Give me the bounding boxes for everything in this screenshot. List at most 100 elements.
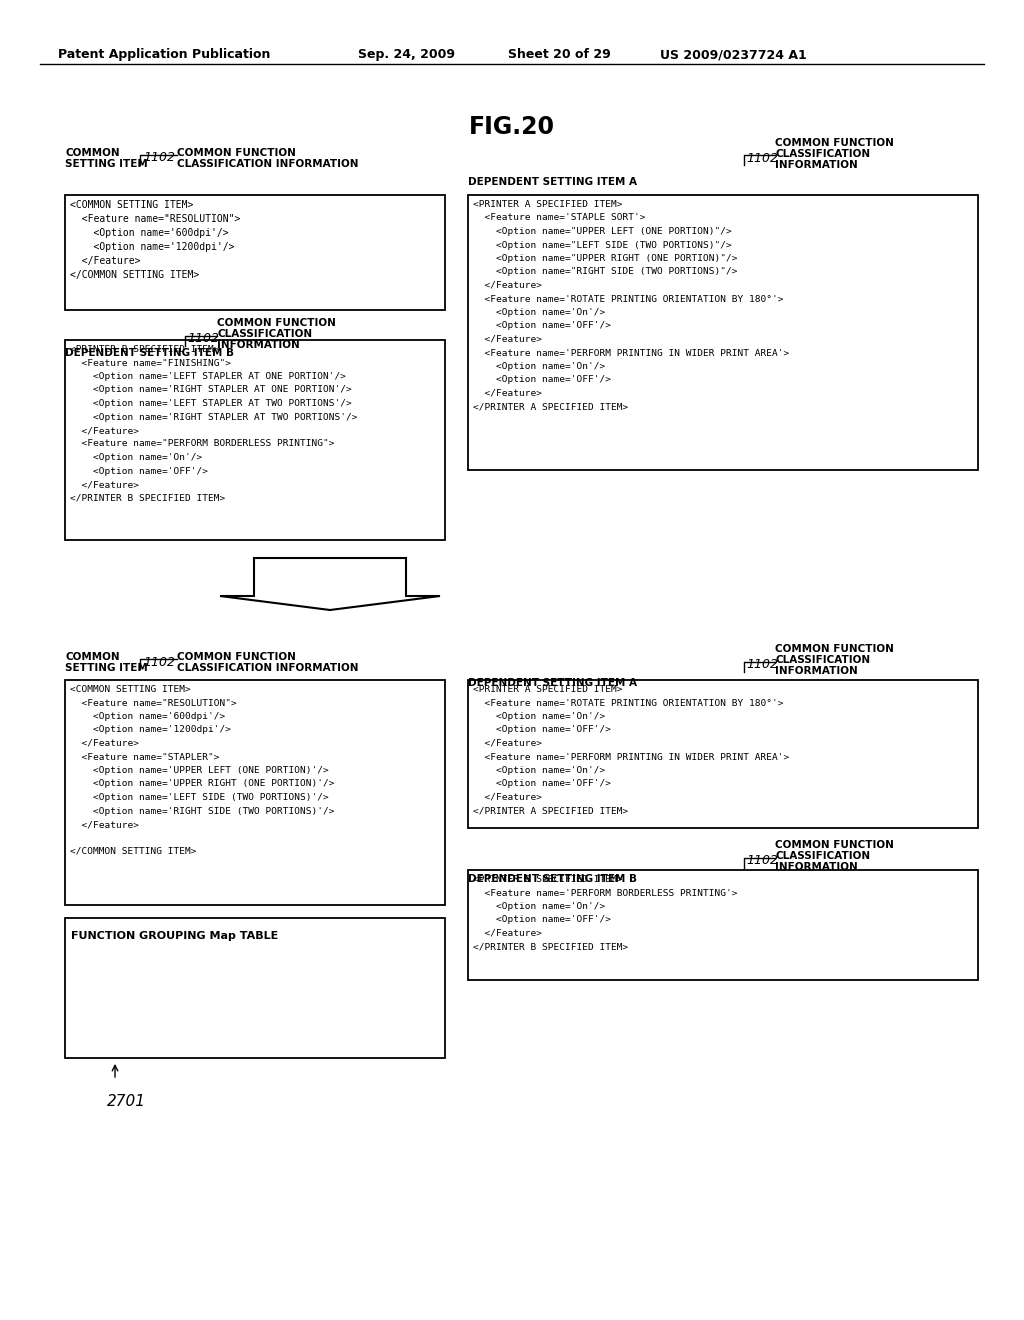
Text: <Feature name="PERFORM BORDERLESS PRINTING">: <Feature name="PERFORM BORDERLESS PRINTI…: [70, 440, 335, 449]
Text: <COMMON SETTING ITEM>: <COMMON SETTING ITEM>: [70, 201, 194, 210]
Text: 1102: 1102: [187, 333, 219, 345]
Text: FIG.20: FIG.20: [469, 115, 555, 139]
Bar: [468, 195, 978, 470]
Text: <Option name='1200dpi'/>: <Option name='1200dpi'/>: [70, 242, 234, 252]
Text: </COMMON SETTING ITEM>: </COMMON SETTING ITEM>: [70, 271, 200, 280]
Text: </PRINTER A SPECIFIED ITEM>: </PRINTER A SPECIFIED ITEM>: [473, 403, 629, 412]
Text: <Feature name="FINISHING">: <Feature name="FINISHING">: [70, 359, 231, 367]
Text: <Option name='On'/>: <Option name='On'/>: [473, 902, 605, 911]
Text: </Feature>: </Feature>: [70, 256, 140, 267]
Text: <Option name='On'/>: <Option name='On'/>: [473, 711, 605, 721]
Text: <Option name='LEFT STAPLER AT TWO PORTIONS'/>: <Option name='LEFT STAPLER AT TWO PORTIO…: [70, 399, 352, 408]
Text: <Feature name="RESOLUTION">: <Feature name="RESOLUTION">: [70, 698, 237, 708]
Text: COMMON FUNCTION: COMMON FUNCTION: [217, 318, 336, 327]
Text: <Option name='On'/>: <Option name='On'/>: [473, 308, 605, 317]
Text: <Option name="UPPER RIGHT (ONE PORTION)"/>: <Option name="UPPER RIGHT (ONE PORTION)"…: [473, 253, 737, 263]
Text: <PRINTER A SPECIFIED ITEM>: <PRINTER A SPECIFIED ITEM>: [473, 685, 623, 694]
Text: SETTING ITEM: SETTING ITEM: [65, 663, 147, 673]
Bar: [65, 680, 445, 906]
Text: <Option name="UPPER LEFT (ONE PORTION)"/>: <Option name="UPPER LEFT (ONE PORTION)"/…: [473, 227, 732, 236]
Text: US 2009/0237724 A1: US 2009/0237724 A1: [660, 48, 807, 61]
Text: COMMON: COMMON: [65, 652, 120, 663]
Text: INFORMATION: INFORMATION: [775, 160, 858, 170]
Text: CLASSIFICATION: CLASSIFICATION: [217, 329, 312, 339]
Text: <Option name='OFF'/>: <Option name='OFF'/>: [473, 726, 611, 734]
Text: </Feature>: </Feature>: [473, 739, 542, 748]
Text: <Option name='UPPER RIGHT (ONE PORTION)'/>: <Option name='UPPER RIGHT (ONE PORTION)'…: [70, 780, 335, 788]
Text: CLASSIFICATION INFORMATION: CLASSIFICATION INFORMATION: [177, 158, 358, 169]
Text: </PRINTER B SPECIFIED ITEM>: </PRINTER B SPECIFIED ITEM>: [70, 494, 225, 503]
Bar: [65, 195, 445, 310]
Text: CLASSIFICATION: CLASSIFICATION: [775, 149, 870, 158]
Text: <Option name='OFF'/>: <Option name='OFF'/>: [473, 780, 611, 788]
Text: <Option name="LEFT SIDE (TWO PORTIONS)"/>: <Option name="LEFT SIDE (TWO PORTIONS)"/…: [473, 240, 732, 249]
Text: <COMMON SETTING ITEM>: <COMMON SETTING ITEM>: [70, 685, 190, 694]
Text: DEPENDENT SETTING ITEM A: DEPENDENT SETTING ITEM A: [468, 177, 637, 187]
Text: <Feature name='STAPLE SORT'>: <Feature name='STAPLE SORT'>: [473, 214, 645, 223]
Bar: [65, 917, 445, 1059]
Text: 1102: 1102: [746, 657, 778, 671]
Text: </PRINTER B SPECIFIED ITEM>: </PRINTER B SPECIFIED ITEM>: [473, 942, 629, 952]
Text: </Feature>: </Feature>: [473, 929, 542, 939]
Text: <Option name='1200dpi'/>: <Option name='1200dpi'/>: [70, 726, 231, 734]
Text: <Feature name="STAPLER">: <Feature name="STAPLER">: [70, 752, 219, 762]
Text: Patent Application Publication: Patent Application Publication: [58, 48, 270, 61]
Text: <Option name='On'/>: <Option name='On'/>: [473, 362, 605, 371]
Text: <Option name="RIGHT SIDE (TWO PORTIONS)"/>: <Option name="RIGHT SIDE (TWO PORTIONS)"…: [473, 268, 737, 276]
Text: 1102: 1102: [746, 854, 778, 867]
Text: <PRINTER B SPECIFIED ITEM>: <PRINTER B SPECIFIED ITEM>: [70, 345, 219, 354]
Text: FUNCTION GROUPING Map TABLE: FUNCTION GROUPING Map TABLE: [71, 931, 279, 941]
Text: </PRINTER A SPECIFIED ITEM>: </PRINTER A SPECIFIED ITEM>: [473, 807, 629, 816]
Bar: [468, 680, 978, 828]
Text: <Option name='RIGHT SIDE (TWO PORTIONS)'/>: <Option name='RIGHT SIDE (TWO PORTIONS)'…: [70, 807, 335, 816]
Text: CLASSIFICATION INFORMATION: CLASSIFICATION INFORMATION: [177, 663, 358, 673]
Polygon shape: [220, 558, 440, 610]
Text: <Option name='On'/>: <Option name='On'/>: [473, 766, 605, 775]
Text: </Feature>: </Feature>: [70, 820, 139, 829]
Text: 1102: 1102: [746, 152, 778, 165]
Text: </Feature>: </Feature>: [473, 389, 542, 399]
Text: <Feature name="RESOLUTION">: <Feature name="RESOLUTION">: [70, 214, 241, 224]
Text: COMMON FUNCTION: COMMON FUNCTION: [775, 644, 894, 653]
Text: <Option name='OFF'/>: <Option name='OFF'/>: [473, 375, 611, 384]
Text: DEPENDENT SETTING ITEM B: DEPENDENT SETTING ITEM B: [468, 874, 637, 884]
Text: </Feature>: </Feature>: [70, 426, 139, 436]
Text: <Feature name='PERFORM PRINTING IN WIDER PRINT AREA'>: <Feature name='PERFORM PRINTING IN WIDER…: [473, 752, 790, 762]
Text: DEPENDENT SETTING ITEM B: DEPENDENT SETTING ITEM B: [65, 348, 234, 358]
Text: <Option name='LEFT SIDE (TWO PORTIONS)'/>: <Option name='LEFT SIDE (TWO PORTIONS)'/…: [70, 793, 329, 803]
Text: COMMON FUNCTION: COMMON FUNCTION: [177, 652, 296, 663]
Text: <PRINTER A SPECIFIED ITEM>: <PRINTER A SPECIFIED ITEM>: [473, 201, 623, 209]
Text: </Feature>: </Feature>: [473, 793, 542, 803]
Text: <Option name='600dpi'/>: <Option name='600dpi'/>: [70, 228, 228, 238]
Bar: [65, 341, 445, 540]
Text: Sep. 24, 2009: Sep. 24, 2009: [358, 48, 455, 61]
Text: COMMON FUNCTION: COMMON FUNCTION: [177, 148, 296, 158]
Text: <Option name='600dpi'/>: <Option name='600dpi'/>: [70, 711, 225, 721]
Text: <Feature name='PERFORM BORDERLESS PRINTING'>: <Feature name='PERFORM BORDERLESS PRINTI…: [473, 888, 737, 898]
Text: CLASSIFICATION: CLASSIFICATION: [775, 851, 870, 861]
Text: <Option name='RIGHT STAPLER AT ONE PORTION'/>: <Option name='RIGHT STAPLER AT ONE PORTI…: [70, 385, 352, 395]
Text: <Option name='On'/>: <Option name='On'/>: [70, 453, 203, 462]
Text: INFORMATION: INFORMATION: [775, 667, 858, 676]
Text: COMMON FUNCTION: COMMON FUNCTION: [775, 840, 894, 850]
Text: DEPENDENT SETTING ITEM A: DEPENDENT SETTING ITEM A: [468, 678, 637, 688]
Text: </COMMON SETTING ITEM>: </COMMON SETTING ITEM>: [70, 847, 197, 855]
Text: <Option name='OFF'/>: <Option name='OFF'/>: [473, 916, 611, 924]
Text: <Option name='OFF'/>: <Option name='OFF'/>: [70, 466, 208, 475]
Text: </Feature>: </Feature>: [70, 739, 139, 748]
Text: SETTING ITEM: SETTING ITEM: [65, 158, 147, 169]
Text: 1102: 1102: [143, 656, 175, 669]
Text: <Option name='LEFT STAPLER AT ONE PORTION'/>: <Option name='LEFT STAPLER AT ONE PORTIO…: [70, 372, 346, 381]
Text: <Option name='OFF'/>: <Option name='OFF'/>: [473, 322, 611, 330]
Text: <PRINTER B SPECIFIED ITEM>: <PRINTER B SPECIFIED ITEM>: [473, 875, 623, 884]
Text: <Feature name='PERFORM PRINTING IN WIDER PRINT AREA'>: <Feature name='PERFORM PRINTING IN WIDER…: [473, 348, 790, 358]
Text: INFORMATION: INFORMATION: [217, 341, 300, 350]
Text: Sheet 20 of 29: Sheet 20 of 29: [508, 48, 610, 61]
Text: </Feature>: </Feature>: [473, 335, 542, 345]
Text: </Feature>: </Feature>: [473, 281, 542, 290]
Text: INFORMATION: INFORMATION: [775, 862, 858, 873]
Text: 2701: 2701: [106, 1094, 146, 1109]
Text: <Option name='UPPER LEFT (ONE PORTION)'/>: <Option name='UPPER LEFT (ONE PORTION)'/…: [70, 766, 329, 775]
Text: <Feature name='ROTATE PRINTING ORIENTATION BY 180°'>: <Feature name='ROTATE PRINTING ORIENTATI…: [473, 294, 783, 304]
Text: <Option name='RIGHT STAPLER AT TWO PORTIONS'/>: <Option name='RIGHT STAPLER AT TWO PORTI…: [70, 412, 357, 421]
